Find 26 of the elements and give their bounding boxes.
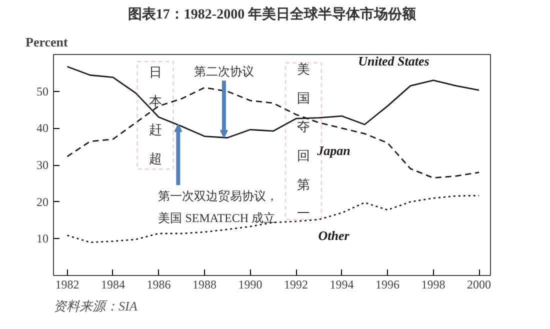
text: 资料来源：SIA xyxy=(54,298,138,314)
annotation: 第二次协议 xyxy=(194,64,254,79)
x-tick-label: 1982 xyxy=(55,278,80,292)
x-tick-label: 1986 xyxy=(146,278,171,292)
y-tick-label: 50 xyxy=(36,84,48,98)
annotation: 第一次双边贸易协议， xyxy=(158,189,278,204)
chart-title: 图表17：1982-2000 年美日全球半导体市场份额 xyxy=(128,6,418,22)
y-tick-label: 40 xyxy=(36,121,48,136)
x-tick-label: 2000 xyxy=(467,278,492,292)
annotation: 美国夺回第一 xyxy=(296,62,310,221)
y-tick-label: 30 xyxy=(36,158,48,172)
series-label: United States xyxy=(358,53,430,68)
series-label: Other xyxy=(318,228,350,243)
annotation: 美国 SEMATECH 成立 xyxy=(158,211,276,226)
y-tick-label: 20 xyxy=(36,194,48,209)
x-tick-label: 1984 xyxy=(100,278,125,292)
x-tick-label: 1990 xyxy=(238,278,262,292)
x-tick-label: 1988 xyxy=(192,278,217,292)
x-tick-label: 1998 xyxy=(421,278,446,292)
annotation: 日本赶超 xyxy=(148,64,162,166)
series-label: Japan xyxy=(316,143,350,158)
y-axis-title: Percent xyxy=(26,34,69,50)
x-tick-label: 1996 xyxy=(376,278,400,292)
x-tick-label: 1994 xyxy=(330,278,354,292)
y-tick-label: 10 xyxy=(36,232,48,246)
x-tick-label: 1992 xyxy=(284,278,308,292)
